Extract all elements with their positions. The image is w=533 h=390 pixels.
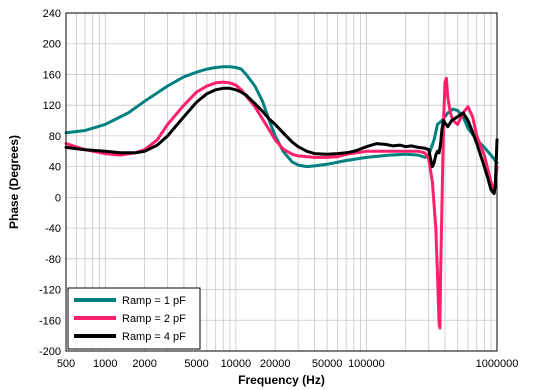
legend: Ramp = 1 pF Ramp = 2 pF Ramp = 4 pF xyxy=(67,287,201,350)
legend-label: Ramp = 4 pF xyxy=(122,331,186,343)
series-line-1 xyxy=(64,65,499,169)
x-tick-label: 5000 xyxy=(184,358,208,370)
y-tick-label: 0 xyxy=(55,192,61,204)
x-tick-label: 50000 xyxy=(312,358,343,370)
y-tick-label: 160 xyxy=(43,69,61,81)
y-tick-label: -200 xyxy=(39,346,61,358)
y-tick-label: 200 xyxy=(43,39,61,51)
grid-lines xyxy=(66,13,497,351)
x-tick-label: 100000 xyxy=(348,358,385,370)
y-tick-label: 80 xyxy=(49,131,61,143)
x-tick-label: 500 xyxy=(57,358,75,370)
y-tick-label: 240 xyxy=(43,8,61,20)
x-tick-label: 20000 xyxy=(260,358,291,370)
x-tick-label: 10000 xyxy=(221,358,252,370)
x-tick-label: 1000 xyxy=(93,358,117,370)
x-axis-label: Frequency (Hz) xyxy=(238,373,325,387)
x-tick-label: 2000 xyxy=(132,358,156,370)
legend-label: Ramp = 1 pF xyxy=(122,295,186,307)
y-tick-label: 40 xyxy=(49,162,61,174)
y-tick-label: -40 xyxy=(45,223,61,235)
y-tick-label: -80 xyxy=(45,254,61,266)
y-tick-label: -120 xyxy=(39,285,61,297)
tick-labels: -200 -160 -120 -80 -40 0 40 80 120 160 200 240 500 10… xyxy=(39,8,518,370)
x-tick-label: 1000000 xyxy=(476,358,519,370)
y-tick-label: -160 xyxy=(39,315,61,327)
series-line-3 xyxy=(64,86,499,195)
series-lines xyxy=(64,65,499,330)
legend-label: Ramp = 2 pF xyxy=(122,313,186,325)
y-axis-label: Phase (Degrees) xyxy=(7,135,21,229)
plot-frame xyxy=(65,12,498,352)
y-tick-label: 120 xyxy=(43,100,61,112)
